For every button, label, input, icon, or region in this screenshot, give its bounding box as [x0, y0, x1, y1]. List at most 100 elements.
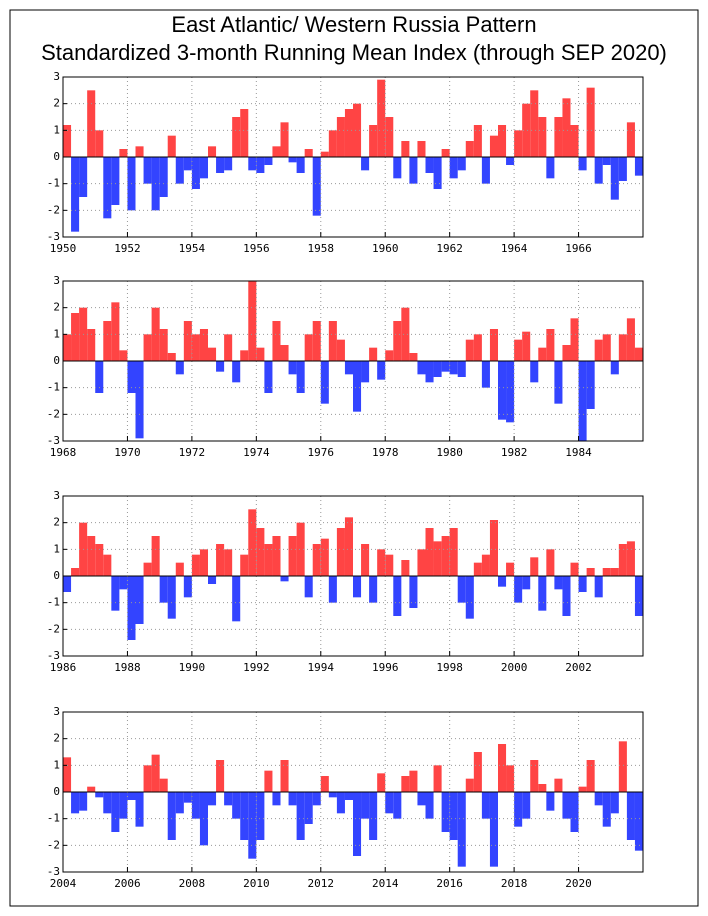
bar: [570, 318, 579, 361]
bar: [457, 361, 466, 377]
bar: [240, 792, 249, 840]
bar: [473, 334, 482, 361]
bar: [369, 792, 378, 840]
bar: [328, 576, 337, 603]
bar: [280, 122, 289, 157]
bar: [328, 130, 337, 157]
bar: [328, 321, 337, 361]
bar: [232, 361, 241, 383]
bar: [602, 157, 611, 165]
x-tick-label: 1976: [308, 446, 335, 459]
bar: [377, 361, 386, 380]
x-tick-label: 2010: [243, 877, 270, 890]
x-tick-label: 1952: [114, 242, 141, 255]
bar: [530, 557, 539, 576]
bar: [167, 576, 176, 619]
bar: [353, 792, 362, 856]
bar: [498, 576, 507, 587]
bar: [183, 321, 192, 361]
y-tick-label: 0: [53, 569, 60, 582]
bar: [449, 157, 458, 179]
bar: [562, 792, 571, 819]
plot-frame: [62, 76, 644, 238]
bar: [546, 157, 555, 179]
bar: [514, 130, 523, 157]
bar: [417, 141, 426, 157]
bar: [586, 87, 595, 157]
bar: [522, 103, 531, 157]
bar: [562, 98, 571, 157]
bar: [264, 157, 273, 165]
bar: [264, 361, 273, 393]
bar: [465, 339, 474, 361]
bar: [320, 361, 329, 404]
bar: [320, 151, 329, 157]
bar: [385, 117, 394, 157]
bar: [135, 146, 144, 157]
bar: [79, 157, 88, 197]
bar: [103, 157, 112, 219]
x-tick-label: 2000: [501, 661, 528, 674]
y-tick-label: -2: [47, 838, 60, 851]
bar: [248, 157, 257, 171]
bar: [224, 157, 233, 171]
x-tick-label: 1992: [243, 661, 270, 674]
bar: [208, 792, 217, 806]
bar: [530, 90, 539, 157]
bar: [312, 544, 321, 576]
bar: [159, 778, 168, 792]
bar: [296, 522, 305, 576]
bar: [634, 792, 643, 851]
bar: [288, 361, 297, 375]
bar: [618, 544, 627, 576]
bar: [353, 576, 362, 598]
bar: [602, 334, 611, 361]
bar: [87, 329, 96, 361]
chart-title: East Atlantic/ Western Russia Pattern: [171, 12, 536, 37]
bar: [280, 576, 289, 582]
bar: [610, 568, 619, 576]
x-tick-label: 1996: [372, 661, 399, 674]
bar: [425, 361, 434, 383]
bar: [489, 792, 498, 867]
bar: [95, 792, 104, 798]
x-tick-label: 1966: [565, 242, 592, 255]
bar: [95, 544, 104, 576]
x-tick-label: 1970: [114, 446, 141, 459]
bar: [296, 361, 305, 393]
bar: [425, 528, 434, 576]
x-tick-label: 1954: [179, 242, 206, 255]
bar: [594, 157, 603, 184]
x-tick-label: 1974: [243, 446, 270, 459]
bar: [433, 157, 442, 189]
y-tick-label: -2: [47, 622, 60, 635]
bar: [175, 562, 184, 576]
y-tick-label: 2: [53, 732, 60, 745]
bar: [441, 149, 450, 157]
bar: [95, 130, 104, 157]
bar: [216, 544, 225, 576]
bar: [256, 528, 265, 576]
bar: [216, 157, 225, 173]
bar: [336, 117, 345, 157]
bar: [216, 361, 225, 372]
x-tick-label: 1988: [114, 661, 141, 674]
bar: [208, 347, 217, 361]
bar: [353, 361, 362, 412]
bar: [304, 792, 313, 824]
bar: [336, 339, 345, 361]
bar: [481, 792, 490, 819]
bar: [578, 157, 587, 171]
bar: [304, 334, 313, 361]
bar: [272, 321, 281, 361]
bar: [111, 576, 120, 611]
x-tick-label: 1990: [179, 661, 206, 674]
bar: [610, 792, 619, 814]
bar: [361, 157, 370, 171]
y-tick-label: 1: [53, 123, 60, 136]
bar: [481, 554, 490, 576]
bar: [232, 792, 241, 819]
bar: [127, 361, 136, 393]
